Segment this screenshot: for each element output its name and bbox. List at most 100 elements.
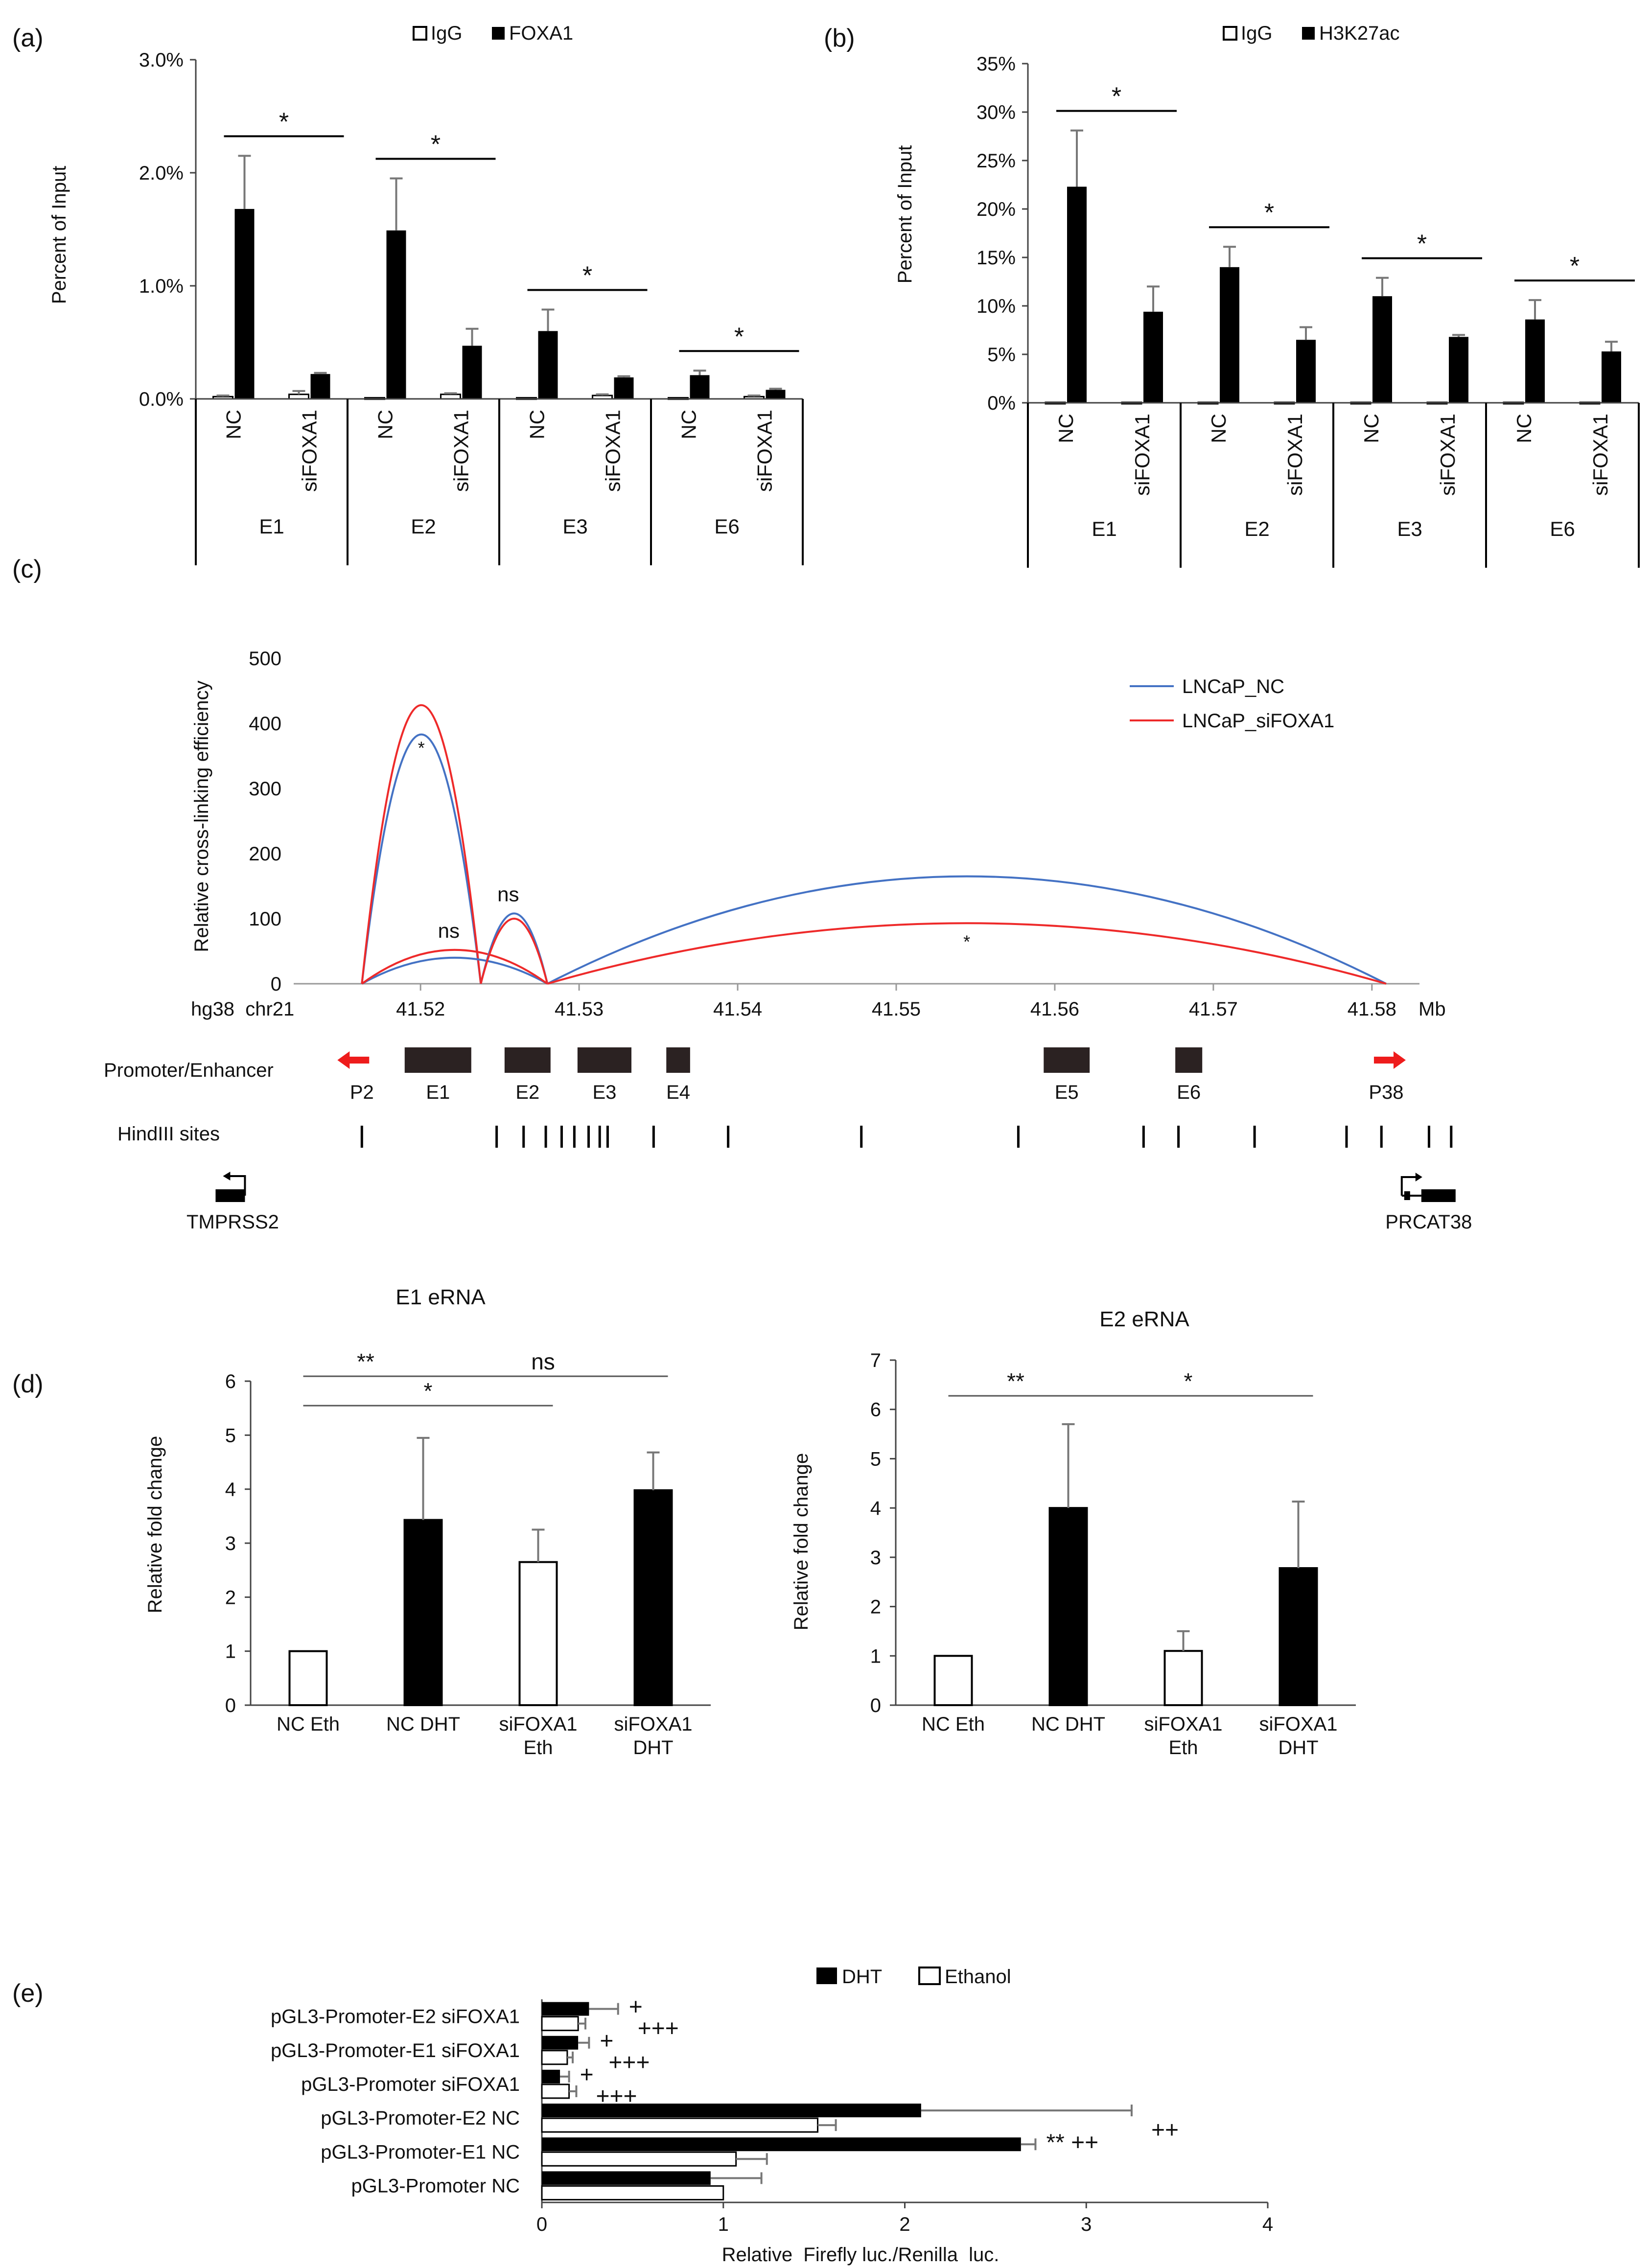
bar-target [690,375,710,399]
panel-b-label: (b) [824,24,855,52]
panel-d-label: (d) [12,1370,44,1398]
bar-dht [542,2137,1021,2152]
condition-label: siFOXA1 [1131,414,1154,496]
y-tick-label: 500 [249,648,281,670]
group-label: E1 [1092,517,1116,540]
bar-ethanol [541,2117,819,2133]
significance-label: ns [531,1349,555,1374]
x-tick-label: 41.56 [1030,998,1079,1020]
enhancer-label: E4 [666,1082,690,1103]
promoter-arrow-icon [1373,1051,1406,1069]
legend-swatch-igg [413,26,427,41]
bar-target [462,346,482,399]
panel-a-bars: * * * * [212,108,799,400]
panel-b-y-ticks: 0% 5% 10% 15% 20% 25% 30% 35% [977,53,1029,414]
y-tick-label: 2 [225,1587,236,1608]
enhancer-block [666,1047,690,1073]
x-tick-label: 0 [536,2214,547,2235]
row-label: pGL3-Promoter-E2 siFOXA1 [271,2006,520,2028]
group-label: E2 [1244,517,1269,540]
enhancer-block [577,1047,631,1073]
panel-d-right-title: E2 eRNA [1099,1307,1189,1331]
row-label: pGL3-Promoter-E1 siFOXA1 [271,2040,520,2061]
group-label: E3 [1397,517,1422,540]
arc-si [547,922,1387,985]
condition-label: siFOXA1 [602,410,625,492]
promoter-label: P38 [1369,1082,1403,1103]
y-tick-label: 3 [870,1547,881,1569]
condition-label: siFOXA1 [450,410,473,492]
enhancer-label: E2 [515,1082,539,1103]
panel-a-y-ticks: 0.0% 1.0% 2.0% 3.0% [139,49,197,410]
y-tick-label: 25% [977,150,1016,172]
arc-si [361,949,548,985]
bar-ethanol [541,2050,568,2065]
row-label: pGL3-Promoter NC [351,2175,520,2197]
panel-c-legend: LNCaP_NC LNCaP_siFOXA1 [1130,676,1334,732]
bar-ethanol [541,2151,737,2167]
promoter-arrow-icon [337,1051,370,1069]
bar-dht [542,2036,579,2050]
panel-b-legend: IgG H3K27ac [1223,23,1400,44]
gene-exon [1421,1189,1456,1202]
significance-label: * [1264,199,1274,227]
significance-label: * [582,262,592,290]
bar-target [1296,340,1316,403]
condition-label: NC [222,410,245,440]
panel-c-x-ticks: 41.52 41.53 41.54 41.55 41.56 41.57 41.58 [396,984,1396,1020]
enhancer-block [404,1047,471,1073]
condition-label: siFOXA1 [1436,414,1459,496]
category-label: Eth [523,1737,553,1759]
panel-c-axis-unit: Mb [1418,998,1446,1020]
panel-e-chart: (e) DHT Ethanol Relative Firefly luc./Re… [12,1966,1273,2266]
legend-label-target: H3K27ac [1319,23,1400,44]
gene-tss-icon [228,1175,246,1196]
group-label: E3 [562,515,587,538]
bar-dht [542,2069,560,2083]
legend-swatch-target [1302,27,1315,40]
arc-significance-label: * [963,931,970,951]
y-tick-label: 1 [870,1645,881,1667]
panel-b-chart: (b) Percent of Input IgG H3K27ac 0% 5% 10%… [824,23,1640,568]
category-label: NC Eth [922,1713,985,1735]
bar-target [1067,186,1087,403]
bar-dht [542,2002,589,2016]
y-tick-label: 15% [977,247,1016,269]
bar-dht [542,2171,711,2185]
significance-label: ** [1007,1368,1024,1394]
y-tick-label: 0.0% [139,389,184,410]
category-label: siFOXA1 [1259,1713,1337,1735]
y-tick-label: 0 [225,1695,236,1716]
category-label: NC Eth [277,1713,340,1735]
arc-nc [361,956,548,985]
y-tick-label: 30% [977,102,1016,123]
gene-label: PRCAT38 [1385,1211,1472,1233]
y-tick-label: 300 [249,778,281,800]
significance-label: * [424,1378,433,1404]
y-tick-label: 3.0% [139,49,184,71]
panel-c-arcs: * ns ns * [361,704,1387,985]
panel-e-xlabel: Relative Firefly luc./Renilla luc. [722,2244,1000,2266]
condition-label: NC [1054,414,1077,443]
panel-d-right-ylabel: Relative fold change [791,1453,812,1630]
bar-eth [933,1655,973,1706]
arc-si [480,918,549,984]
x-tick-label: 41.53 [555,998,604,1020]
bar-target [1220,267,1239,403]
significance-label: * [1417,230,1427,258]
significance-label: * [1570,252,1580,280]
panel-b-ylabel: Percent of Input [894,145,916,283]
arc-nc [547,875,1387,985]
x-tick-label: 41.58 [1348,998,1396,1020]
significance-label: * [279,108,289,136]
gene-strand-arrow-icon [223,1172,231,1180]
y-tick-label: 6 [225,1371,236,1392]
bar-target [1602,351,1621,403]
significance-mark: + [580,2062,594,2088]
panel-c-ylabel: Relative cross-linking efficiency [191,680,212,952]
bar-target [538,331,558,399]
y-tick-label: 10% [977,296,1016,317]
promoter-label: P2 [350,1082,374,1103]
